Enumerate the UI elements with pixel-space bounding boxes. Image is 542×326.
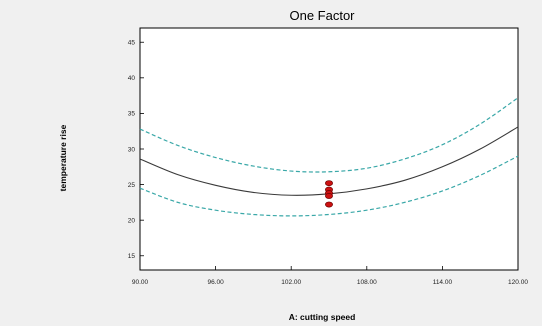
y-tick-label: 15 (128, 253, 136, 260)
y-axis-ticks: 15 20 25 30 35 40 45 (128, 40, 144, 260)
x-axis-ticks: 90.00 96.00 102.00 108.00 114.00 120.00 (132, 266, 528, 286)
chart-title: One Factor (289, 8, 355, 23)
design-points-layer (325, 180, 333, 208)
y-tick-label: 40 (128, 75, 136, 82)
y-tick-label: 35 (128, 111, 136, 118)
plot-area (139, 27, 519, 271)
design-point (325, 193, 333, 199)
x-tick-label: 108.00 (357, 279, 377, 286)
upper-confidence-line (139, 97, 519, 173)
design-point (325, 180, 333, 187)
x-tick-label: 90.00 (132, 279, 149, 286)
y-tick-label: 45 (128, 40, 136, 47)
x-tick-label: 102.00 (281, 279, 301, 286)
x-tick-label: 114.00 (433, 279, 453, 286)
design-point (325, 201, 333, 208)
x-axis-label: A: cutting speed (289, 312, 356, 322)
y-tick-label: 20 (128, 217, 136, 224)
x-tick-label: 96.00 (207, 279, 224, 286)
y-tick-label: 30 (128, 146, 136, 153)
lower-confidence-line (139, 155, 519, 217)
y-tick-label: 25 (128, 182, 136, 189)
x-tick-label: 120.00 (508, 279, 528, 286)
y-axis-label: temperature rise (58, 124, 68, 191)
